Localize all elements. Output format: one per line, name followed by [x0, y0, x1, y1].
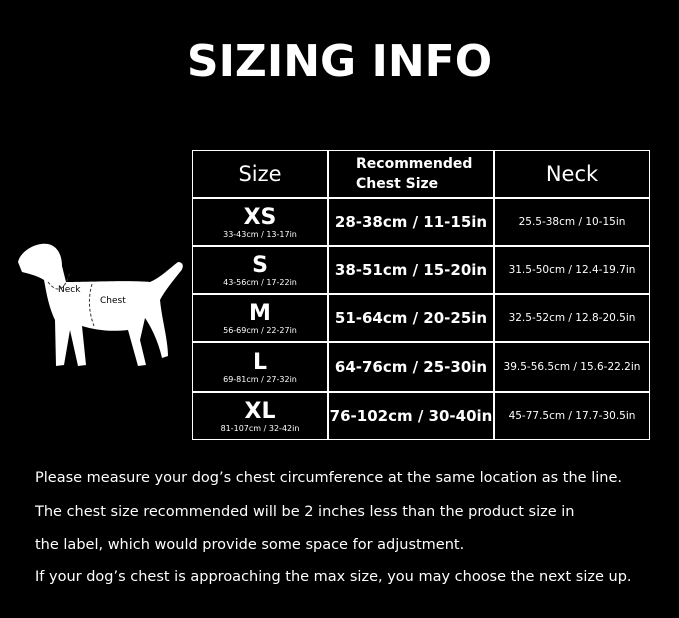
header-cell: Neck: [494, 150, 650, 198]
neck-cell: 45-77.5cm / 17.7-30.5in: [494, 392, 650, 440]
title: SIZING INFO: [186, 36, 493, 87]
chest-cell: 38-51cm / 15-20in: [328, 246, 494, 294]
chest-size: 38-51cm / 15-20in: [334, 261, 488, 279]
chest-line: [88, 283, 95, 327]
neck-label: Neck: [58, 285, 81, 295]
neck-size: 39.5-56.5cm / 15.6-22.2in: [503, 361, 641, 373]
neck-cell: 31.5-50cm / 12.4-19.7in: [494, 246, 650, 294]
header-text: Size: [238, 162, 282, 186]
size: M: [249, 300, 271, 326]
size-range: 56-69cm / 22-27in: [223, 325, 297, 335]
header-cell: Recommended Chest Size: [328, 150, 494, 198]
note-line: Please measure your dog’s chest circumfe…: [35, 470, 622, 486]
size: L: [252, 349, 268, 375]
note-line: If your dog’s chest is approaching the m…: [35, 569, 632, 585]
neck-size: 25.5-38cm / 10-15in: [518, 216, 626, 228]
chest-label: Chest: [100, 296, 126, 306]
size: S: [252, 252, 268, 278]
size-cell: XL 81-107cm / 32-42in: [192, 392, 328, 440]
chest-size: 76-102cm / 30-40in: [329, 407, 493, 425]
size-range: 69-81cm / 27-32in: [223, 374, 297, 384]
chest-cell: 28-38cm / 11-15in: [328, 198, 494, 246]
chest-size: 28-38cm / 11-15in: [334, 213, 488, 231]
neck-cell: 25.5-38cm / 10-15in: [494, 198, 650, 246]
neck-cell: 39.5-56.5cm / 15.6-22.2in: [494, 342, 650, 392]
neck-size: 32.5-52cm / 12.8-20.5in: [508, 312, 636, 324]
header-text: Recommended Chest Size: [356, 156, 473, 192]
note-line: The chest size recommended will be 2 inc…: [35, 504, 575, 520]
size: XS: [243, 204, 277, 230]
chest-cell: 76-102cm / 30-40in: [328, 392, 494, 440]
size-range: 33-43cm / 13-17in: [223, 229, 297, 239]
dog-silhouette: [18, 243, 183, 366]
neck-cell: 32.5-52cm / 12.8-20.5in: [494, 294, 650, 342]
header-text: Neck: [545, 162, 599, 186]
chest-size: 64-76cm / 25-30in: [334, 358, 488, 376]
chest-cell: 64-76cm / 25-30in: [328, 342, 494, 392]
size: XL: [244, 398, 276, 424]
neck-size: 45-77.5cm / 17.7-30.5in: [508, 410, 636, 422]
header-cell: Size: [192, 150, 328, 198]
size-cell: XS 33-43cm / 13-17in: [192, 198, 328, 246]
size-range: 43-56cm / 17-22in: [223, 277, 297, 287]
chest-cell: 51-64cm / 20-25in: [328, 294, 494, 342]
note-line: the label, which would provide some spac…: [35, 537, 465, 553]
neck-size: 31.5-50cm / 12.4-19.7in: [508, 264, 636, 276]
chest-size: 51-64cm / 20-25in: [334, 309, 488, 327]
dog-diagram: Neck Chest: [18, 243, 183, 366]
size-range: 81-107cm / 32-42in: [220, 423, 300, 433]
size-cell: M 56-69cm / 22-27in: [192, 294, 328, 342]
size-cell: L 69-81cm / 27-32in: [192, 342, 328, 392]
size-cell: S 43-56cm / 17-22in: [192, 246, 328, 294]
neck-line: [47, 271, 71, 290]
